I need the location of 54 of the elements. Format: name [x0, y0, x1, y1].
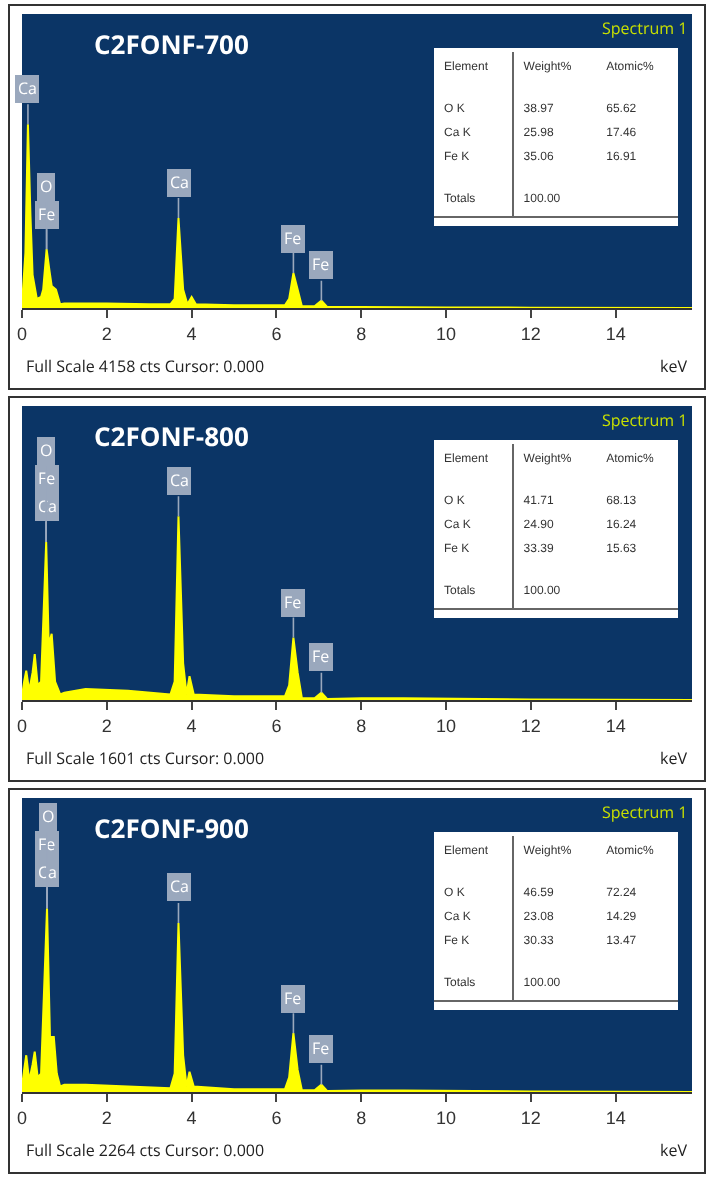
chart-title: C2FONF-800	[94, 418, 249, 454]
text: Full Scale 1601 cts Cursor: 0.000	[26, 748, 265, 770]
x-tick-label: 14	[605, 715, 626, 736]
x-tick-label: 0	[16, 1107, 28, 1128]
x-tick-label: 0	[16, 323, 28, 344]
chart-subtitle: Spectrum 1	[602, 802, 688, 824]
x-tick-label: 0	[16, 715, 28, 736]
chart-subtitle: Spectrum 1	[602, 18, 688, 40]
annotation: Fe	[312, 646, 331, 668]
annotation: Ca	[170, 470, 189, 492]
annotation: Ca	[38, 862, 57, 884]
x-tick-label: 2	[101, 715, 112, 736]
x-tick-label: 10	[436, 1107, 457, 1128]
x-axis-title: keV	[660, 1140, 688, 1162]
annotation: Ca	[170, 876, 189, 898]
x-tick-label: 12	[520, 1107, 541, 1128]
x-tick-label: 14	[605, 1107, 626, 1128]
chart-title: C2FONF-700	[94, 26, 249, 62]
x-tick-label: 14	[605, 323, 626, 344]
annotation: Fe	[312, 254, 331, 276]
annotation: Fe	[38, 834, 57, 856]
annotation: Fe	[284, 592, 303, 614]
x-tick-label: 6	[271, 1107, 282, 1128]
annotation: Fe	[38, 468, 57, 490]
x-tick-label: 6	[271, 715, 282, 736]
annotation: Fe	[284, 228, 303, 250]
annotation: Ca	[38, 496, 57, 518]
x-tick-label: 8	[356, 1107, 367, 1128]
x-tick-label: 4	[186, 323, 197, 344]
x-tick-label: 10	[436, 323, 457, 344]
x-tick-label: 2	[101, 323, 112, 344]
chart-title: C2FONF-900	[94, 810, 249, 846]
annotation: Fe	[38, 204, 57, 226]
annotation: O	[42, 806, 55, 828]
x-tick-label: 2	[101, 1107, 112, 1128]
x-tick-label: 4	[186, 1107, 197, 1128]
x-tick-label: 4	[186, 715, 197, 736]
annotation: O	[40, 176, 53, 198]
x-tick-label: 6	[271, 323, 282, 344]
chart-subtitle: Spectrum 1	[602, 410, 688, 432]
annotation: Fe	[312, 1038, 331, 1060]
x-tick-label: 12	[520, 323, 541, 344]
x-axis-title: keV	[660, 748, 688, 770]
text: Full Scale 4158 cts Cursor: 0.000	[26, 356, 265, 378]
x-tick-label: 12	[520, 715, 541, 736]
text: Full Scale 2264 cts Cursor: 0.000	[26, 1140, 265, 1162]
x-tick-label: 8	[356, 323, 367, 344]
annotation: O	[40, 440, 53, 462]
x-tick-label: 8	[356, 715, 367, 736]
x-axis-title: keV	[660, 356, 688, 378]
annotation: Ca	[18, 78, 37, 100]
x-tick-label: 10	[436, 715, 457, 736]
annotation: Fe	[284, 988, 303, 1010]
annotation: Ca	[170, 172, 189, 194]
